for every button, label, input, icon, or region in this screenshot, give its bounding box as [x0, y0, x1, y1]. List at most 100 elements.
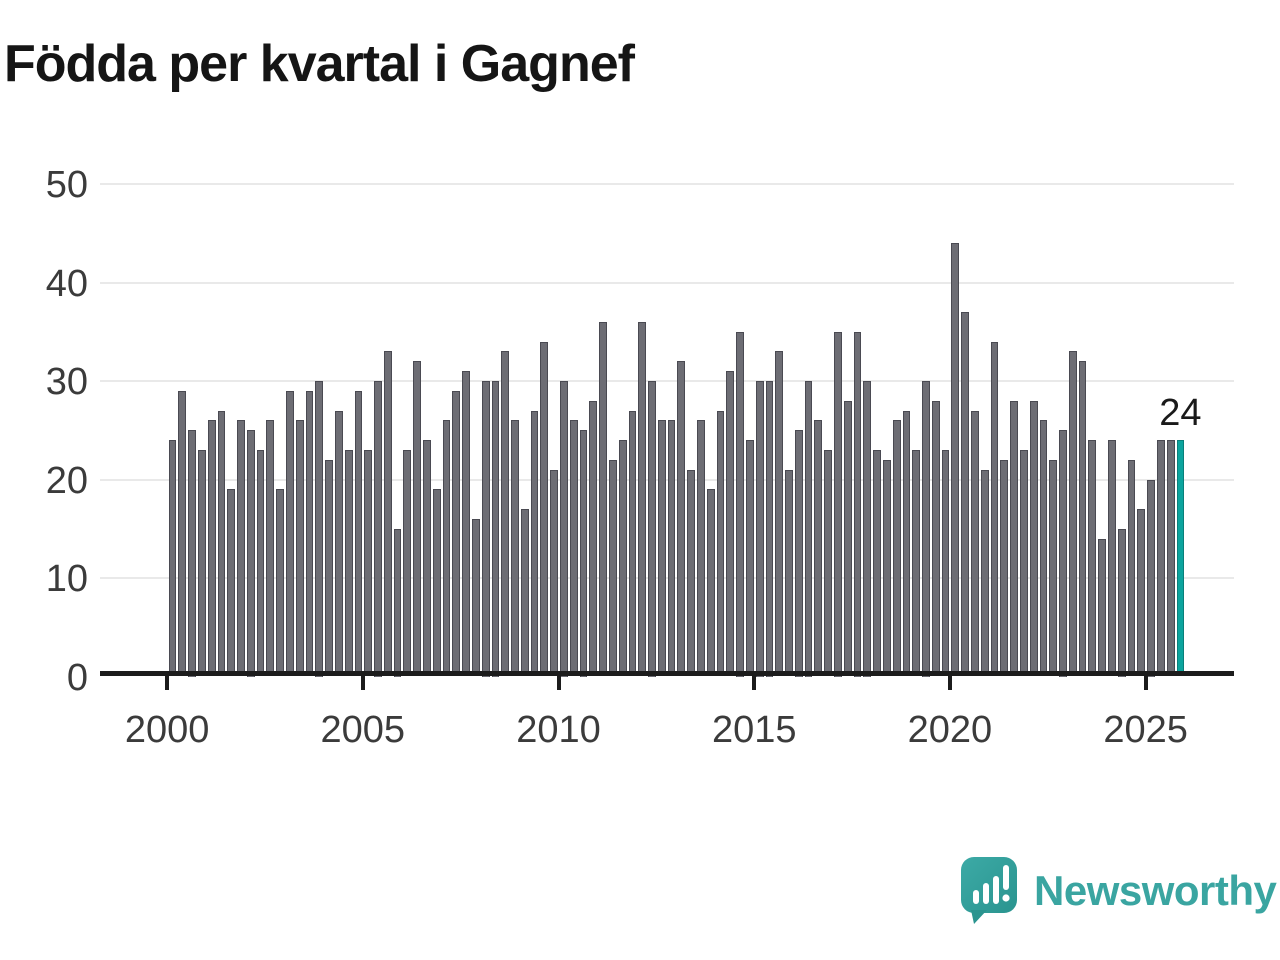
bar-2018-Q4 — [902, 410, 911, 677]
bar-2010-Q4 — [589, 400, 598, 677]
bar-2017-Q1 — [834, 331, 842, 677]
x-axis-label-2000: 2000 — [124, 709, 210, 751]
bar-2012-Q4 — [667, 420, 676, 677]
x-axis-tick-2010 — [556, 676, 561, 690]
bar-2005-Q3 — [383, 351, 392, 677]
page-title: Födda per kvartal i Gagnef — [4, 35, 635, 93]
bar-2018-Q2 — [882, 459, 891, 677]
gridline-10 — [100, 577, 1234, 579]
bar-2008-Q2 — [491, 381, 500, 677]
bar-2003-Q4 — [315, 381, 324, 677]
bar-2007-Q1 — [442, 420, 451, 677]
bar-2024-Q1 — [1108, 440, 1116, 677]
bar-2004-Q4 — [354, 390, 363, 677]
bar-2013-Q2 — [687, 469, 696, 677]
newsworthy-speech-bubble-barchart-icon — [961, 857, 1017, 924]
bar-2009-Q1 — [520, 509, 529, 677]
bar-2006-Q4 — [432, 489, 441, 677]
bar-2019-Q4 — [941, 449, 950, 677]
bar-2005-Q1 — [364, 449, 373, 677]
y-axis-label-10: 10 — [45, 558, 88, 600]
bar-2016-Q2 — [804, 381, 813, 677]
bar-2007-Q3 — [462, 371, 470, 677]
bar-2009-Q3 — [540, 341, 549, 677]
bar-2025-Q4 — [1176, 440, 1185, 677]
bar-2025-Q2 — [1156, 440, 1165, 677]
bar-2022-Q4 — [1059, 430, 1067, 677]
bar-2014-Q2 — [726, 371, 735, 677]
bar-2021-Q4 — [1019, 449, 1028, 677]
bar-2002-Q2 — [256, 449, 265, 677]
bar-2001-Q4 — [237, 420, 245, 677]
y-axis-label-20: 20 — [45, 459, 88, 502]
bar-2020-Q3 — [971, 410, 979, 677]
bar-2000-Q1 — [168, 440, 177, 677]
y-axis-label-40: 40 — [45, 262, 88, 305]
bar-2018-Q3 — [892, 420, 901, 677]
bar-2010-Q3 — [579, 430, 588, 677]
bar-2008-Q3 — [501, 351, 510, 677]
newsworthy-branding: Newsworthy — [960, 856, 1280, 926]
bar-2019-Q2 — [922, 381, 930, 677]
bar-2009-Q4 — [550, 469, 559, 677]
bar-2011-Q2 — [608, 459, 617, 677]
bar-2021-Q2 — [1000, 459, 1009, 677]
bar-2001-Q2 — [217, 410, 226, 677]
bar-2023-Q1 — [1068, 351, 1077, 677]
y-axis-label-30: 30 — [45, 361, 88, 403]
bar-2003-Q1 — [286, 390, 294, 677]
bar-2002-Q3 — [266, 420, 275, 677]
brand-name: Newsworthy — [1034, 867, 1277, 914]
bar-2014-Q1 — [716, 410, 725, 677]
bar-2011-Q3 — [618, 440, 627, 677]
bar-2008-Q4 — [511, 420, 519, 677]
bar-2005-Q2 — [374, 381, 382, 677]
bar-2024-Q2 — [1117, 528, 1126, 677]
bar-2017-Q3 — [853, 331, 862, 677]
bar-2020-Q2 — [961, 312, 970, 677]
bar-2009-Q2 — [530, 410, 539, 677]
bar-2015-Q2 — [765, 381, 774, 677]
bar-2010-Q1 — [560, 381, 568, 677]
bar-2012-Q1 — [638, 321, 647, 677]
bar-2002-Q1 — [246, 430, 255, 677]
bar-2016-Q4 — [824, 449, 833, 677]
x-axis-line — [100, 671, 1234, 676]
x-axis-tick-2000 — [165, 676, 170, 690]
bar-2017-Q4 — [863, 381, 872, 677]
bar-2019-Q1 — [912, 449, 921, 677]
bar-2012-Q3 — [657, 420, 666, 677]
bar-2003-Q3 — [305, 390, 314, 677]
bar-2004-Q2 — [334, 410, 343, 677]
x-axis-label-2005: 2005 — [320, 709, 406, 751]
bar-2006-Q1 — [403, 449, 412, 677]
bar-2022-Q1 — [1029, 400, 1038, 677]
bar-2007-Q2 — [452, 390, 461, 677]
bar-2016-Q3 — [814, 420, 823, 677]
bar-2002-Q4 — [276, 489, 285, 677]
x-axis-label-2020: 2020 — [907, 709, 993, 751]
bar-2022-Q2 — [1039, 420, 1048, 677]
bar-2020-Q1 — [951, 243, 960, 677]
bar-2012-Q2 — [648, 381, 656, 677]
gridline-50 — [100, 183, 1234, 185]
bar-2008-Q1 — [481, 381, 490, 677]
bar-2004-Q3 — [344, 449, 353, 677]
bar-2007-Q4 — [471, 518, 480, 677]
bar-2023-Q4 — [1098, 538, 1107, 677]
bar-2024-Q3 — [1127, 459, 1136, 677]
x-axis-label-2015: 2015 — [711, 709, 797, 751]
bar-2015-Q3 — [775, 351, 784, 677]
gridline-20 — [100, 478, 1234, 481]
bar-2013-Q3 — [697, 420, 705, 677]
bar-2005-Q4 — [393, 528, 402, 677]
x-axis-tick-2005 — [360, 676, 365, 690]
bar-2003-Q2 — [295, 420, 304, 677]
bar-2021-Q3 — [1010, 400, 1018, 677]
bar-2011-Q1 — [599, 321, 607, 677]
x-axis-tick-2015 — [752, 676, 757, 690]
y-axis-label-50: 50 — [45, 164, 88, 206]
bar-2023-Q3 — [1088, 440, 1097, 677]
x-axis-label-2025: 2025 — [1103, 709, 1188, 751]
bar-2021-Q1 — [990, 341, 999, 677]
